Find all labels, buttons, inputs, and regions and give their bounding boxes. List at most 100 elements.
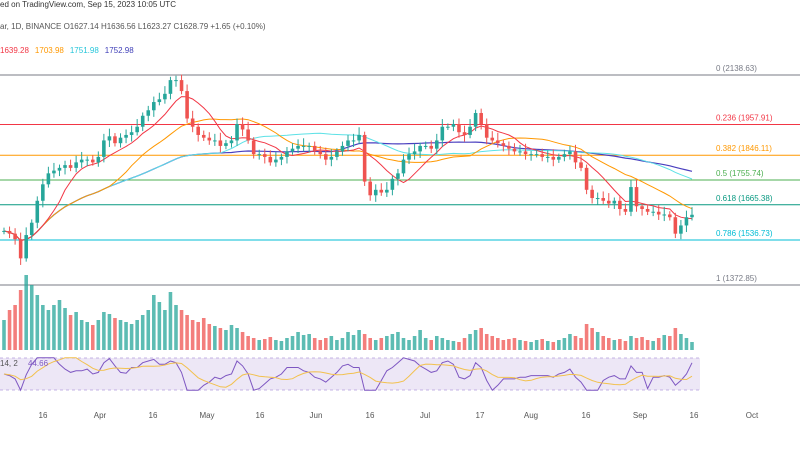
candle-body — [429, 145, 434, 149]
volume-bar — [29, 285, 34, 350]
volume-bar — [207, 324, 212, 350]
volume-bar — [168, 292, 173, 350]
candle-body — [484, 123, 489, 138]
candle-body — [251, 140, 256, 155]
fib-label-1: 1 (1372.85) — [716, 274, 757, 283]
candle-body — [235, 123, 239, 141]
volume-bar — [52, 305, 56, 350]
volume-bar — [285, 338, 289, 350]
volume-bar — [651, 341, 655, 350]
volume-bar — [573, 336, 578, 350]
candle-body — [85, 159, 90, 161]
candle-body — [324, 154, 328, 160]
volume-bar — [590, 328, 594, 350]
fib-label-0: 0 (2138.63) — [716, 64, 757, 73]
volume-bar — [274, 340, 278, 350]
candle-body — [529, 154, 533, 156]
candle-body — [368, 181, 372, 196]
candle-body — [90, 159, 95, 163]
ma-slow-line — [3, 132, 693, 242]
volume-bar — [645, 340, 650, 350]
volume-bar — [196, 322, 200, 350]
x-tick-label: 17 — [476, 411, 485, 420]
volume-bar — [562, 338, 567, 350]
volume-bar — [35, 295, 40, 350]
candle-body — [262, 154, 267, 157]
volume-bar — [490, 336, 495, 350]
candle-body — [152, 102, 156, 111]
x-tick-label: 16 — [149, 411, 158, 420]
volume-bar — [74, 312, 78, 350]
volume-bar — [584, 324, 589, 350]
candle-body — [240, 123, 245, 130]
volume-bar — [340, 338, 345, 350]
candle-body — [634, 187, 639, 207]
volume-bar — [484, 334, 489, 350]
candle-body — [584, 167, 589, 190]
candle-body — [168, 80, 173, 94]
volume-bar — [401, 338, 406, 350]
candle-body — [279, 156, 284, 160]
volume-bar — [268, 337, 273, 350]
candle-body — [13, 233, 17, 240]
candle-body — [579, 162, 583, 168]
candle-body — [379, 189, 384, 193]
x-tick-label: Aug — [524, 411, 538, 420]
candle-body — [568, 151, 572, 155]
candle-body — [301, 145, 306, 147]
candle-body — [373, 189, 378, 196]
candle-body — [684, 217, 689, 226]
volume-bar — [140, 315, 145, 350]
volume-bar — [579, 338, 583, 350]
candle-body — [479, 113, 483, 124]
volume-bar — [407, 340, 411, 350]
volume-bar — [518, 340, 522, 350]
volume-bar — [235, 328, 239, 350]
volume-bar — [312, 338, 317, 350]
volume-bar — [246, 336, 250, 350]
volume-bar — [290, 336, 295, 350]
x-tick-label: 16 — [256, 411, 265, 420]
volume-bar — [462, 338, 467, 350]
candle-body — [224, 143, 228, 146]
candle-body — [629, 187, 633, 212]
volume-bar — [540, 339, 544, 350]
candle-body — [135, 126, 139, 133]
candle-body — [68, 165, 73, 168]
volume-bar — [368, 338, 372, 350]
volume-bar — [107, 314, 112, 350]
volume-bar — [623, 341, 628, 350]
candle-body — [601, 198, 606, 201]
candle-body — [557, 156, 561, 160]
candle-body — [285, 151, 289, 157]
candle-body — [551, 156, 556, 160]
volume-bar — [606, 338, 611, 350]
candle-body — [257, 154, 262, 156]
candle-body — [606, 200, 611, 204]
candle-body — [201, 134, 206, 138]
candle-body — [113, 136, 117, 144]
candle-body — [523, 151, 528, 155]
ma-legend: 1639.28 1703.98 1751.98 1752.98 — [0, 46, 140, 55]
volume-bar — [329, 336, 334, 350]
volume-bar — [129, 324, 134, 350]
volume-bar — [124, 322, 128, 350]
volume-bar — [523, 341, 528, 350]
ma-value-1: 1703.98 — [34, 46, 64, 55]
candle-body — [102, 140, 106, 157]
ma-value-3: 1752.98 — [104, 46, 134, 55]
candle-body — [96, 156, 101, 163]
candle-body — [157, 99, 162, 103]
ma-value-2: 1751.98 — [69, 46, 99, 55]
volume-bar — [185, 315, 189, 350]
volume-bar — [557, 340, 561, 350]
x-tick-label: Jun — [310, 411, 323, 420]
volume-bar — [379, 338, 384, 350]
volume-bar — [346, 332, 350, 350]
volume-bar — [451, 341, 456, 350]
volume-bar — [618, 339, 622, 350]
candle-body — [540, 154, 544, 157]
volume-bar — [63, 308, 67, 350]
